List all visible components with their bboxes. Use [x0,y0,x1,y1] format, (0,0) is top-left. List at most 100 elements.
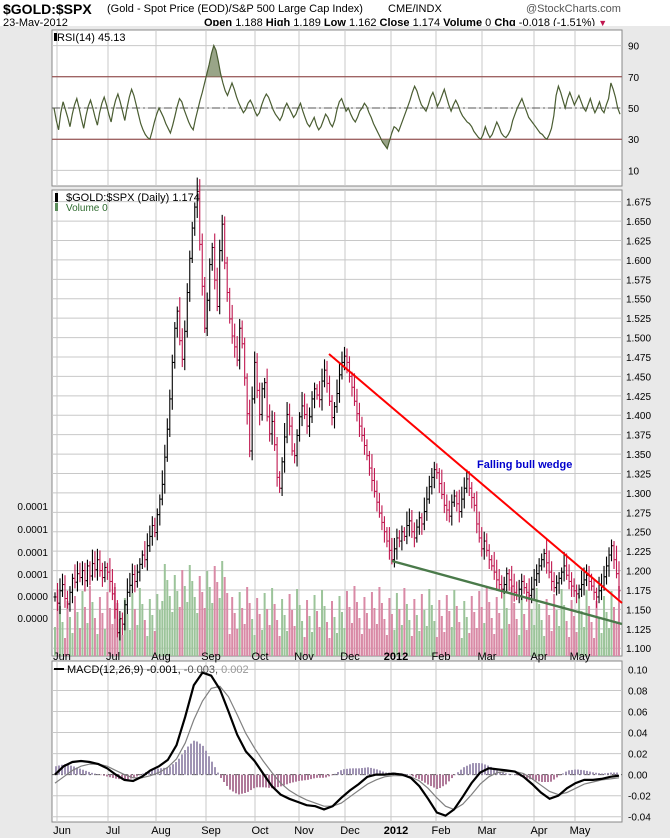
volume-bar [173,575,176,656]
x-tick-label-price: Sep [201,651,221,663]
x-tick-label-price: May [570,651,591,663]
volume-bar [253,635,256,656]
volume-bar [308,616,311,656]
macd-histogram-bar [511,774,513,775]
macd-histogram-bar [154,768,156,775]
volume-bar [393,630,396,656]
macd-histogram-bar [106,774,108,777]
volume-bar [455,606,458,656]
volume-bar [560,589,563,656]
volume-bar [83,607,86,656]
volume-bar [438,600,441,656]
price-tick-label: 1.250 [626,528,651,539]
x-tick-label-macd: Dec [340,825,360,837]
macd-histogram-bar [313,774,315,779]
volume-bar [610,591,613,656]
macd-histogram-bar [580,769,582,775]
volume-bar [108,608,111,656]
volume-bar [413,599,416,656]
macd-histogram-bar [298,774,300,781]
macd-histogram-bar [214,767,216,775]
macd-histogram-bar [232,774,234,792]
macd-histogram-bar [79,768,81,775]
macd-histogram-bar [61,764,63,775]
x-tick-label-macd: Apr [530,825,547,837]
volume-bar [373,608,376,656]
macd-histogram-bar [121,774,123,780]
volume-bar [575,632,578,656]
price-tick-label: 1.125 [626,625,651,636]
volume-bar [603,596,606,656]
volume-bar [395,593,398,656]
falling-bull-wedge-annotation: Falling bull wedge [477,459,572,471]
macd-histogram-bar [133,774,135,778]
volume-bar [283,615,286,656]
macd-histogram-bar [175,762,177,775]
macd-histogram-bar [616,772,618,775]
macd-histogram-bar [334,773,336,775]
x-tick-label-macd: Feb [432,825,451,837]
macd-histogram-bar [205,750,207,775]
volume-bar [236,629,239,656]
macd-histogram-bar [589,771,591,775]
macd-histogram-bar [103,774,105,776]
macd-histogram-bar [361,768,363,775]
volume-bar [301,621,304,656]
volume-bar [498,613,501,656]
macd-histogram-bar [373,768,375,775]
volume-bar [221,561,224,656]
volume-bar [460,638,463,656]
volume-bar [58,606,61,656]
price-tick-label: 1.275 [626,508,651,519]
rsi-tick-label: 50 [628,104,640,115]
volume-bar [281,599,284,656]
price-label: $GOLD:$SPX (Daily) 1.174 [66,192,200,204]
volume-bar [440,616,443,656]
macd-histogram-bar [472,763,474,775]
macd-histogram-bar [562,773,564,775]
macd-histogram-bar [379,770,381,775]
volume-bar [480,607,483,656]
macd-tick-label: 0.08 [628,686,648,697]
volume-legend-swatch [55,203,58,211]
macd-histogram-bar [535,774,537,781]
volume-bar [273,604,276,656]
macd-histogram-bar [325,774,327,778]
macd-histogram-bar [262,774,264,788]
macd-histogram-bar [151,769,153,775]
rsi-tick-label: 30 [628,135,640,146]
macd-histogram-bar [199,743,201,775]
volume-bar [313,595,316,656]
price-tick-label: 1.325 [626,469,651,480]
volume-bar [241,608,244,656]
volume-bar [248,603,251,656]
macd-histogram-bar [415,774,417,778]
macd-histogram-bar [565,771,567,775]
x-tick-label-macd: 2012 [384,825,408,837]
macd-histogram-bar [460,769,462,775]
macd-histogram-bar [427,774,429,785]
volume-bar [258,614,261,656]
volume-bar [201,592,204,656]
volume-bar [403,588,406,656]
rsi-line [53,43,621,150]
volume-bar [121,635,124,656]
x-tick-label-price: Feb [432,651,451,663]
macd-histogram-bar [202,745,204,775]
brand-logo[interactable]: @StockCharts.com [526,3,621,15]
macd-line [54,671,620,817]
macd-histogram-bar [478,763,480,775]
volume-bar [613,607,616,656]
x-tick-label-macd: Nov [294,825,314,837]
macd-histogram-bar [319,774,321,778]
volume-bar [331,601,334,656]
macd-histogram-bar [451,774,453,779]
volume-bar [520,598,523,656]
macd-histogram-bar [307,774,309,780]
macd-histogram-bar [100,774,102,776]
x-tick-label-price: Jun [53,651,71,663]
volume-bar [475,628,478,656]
volume-bar [545,599,548,656]
volume-bar [106,592,109,656]
volume-bar [198,576,201,656]
